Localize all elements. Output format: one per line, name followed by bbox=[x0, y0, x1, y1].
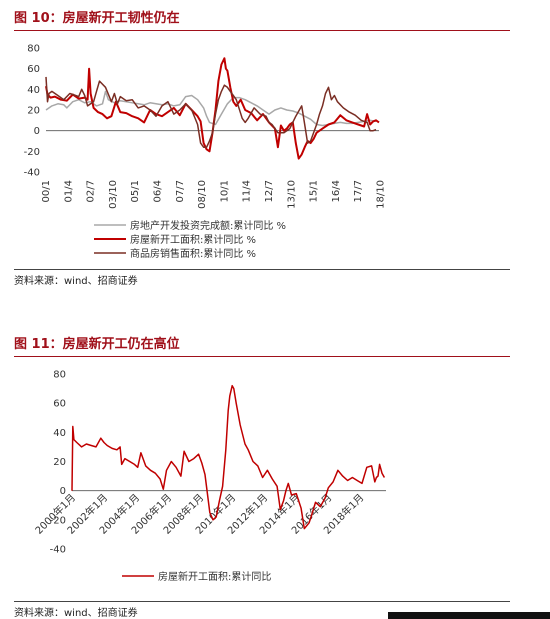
chart1-x-tick-14: 17/7 bbox=[353, 180, 364, 202]
chart1-series-2-line bbox=[45, 76, 377, 148]
chart1-svg: 80 60 40 20 0 -20 -40 00/1 01/4 02/7 03/10 05/1 06/… bbox=[24, 44, 387, 261]
figure2-source-rule bbox=[14, 601, 510, 602]
chart1-y-tick-3: 20 bbox=[27, 106, 40, 117]
chart1-legend-label-1: 房屋新开工面积:累计同比 % bbox=[130, 233, 256, 246]
page-corner-bar bbox=[388, 612, 550, 619]
chart1-x-axis: 00/1 01/4 02/7 03/10 05/1 06/4 07/7 08/10 10/1 11… bbox=[41, 130, 386, 209]
chart1-x-tick-3: 03/10 bbox=[108, 180, 119, 209]
chart1-legend-label-2: 商品房销售面积:累计同比 % bbox=[130, 247, 256, 260]
chart1-y-tick-1: 60 bbox=[27, 64, 40, 75]
chart1-y-tick-5: -20 bbox=[24, 147, 40, 158]
chart1-x-tick-6: 07/7 bbox=[175, 180, 186, 202]
chart1-x-tick-2: 02/7 bbox=[86, 180, 97, 202]
chart1-x-tick-12: 15/1 bbox=[309, 180, 320, 202]
chart1-x-tick-4: 05/1 bbox=[130, 180, 141, 202]
chart1-y-axis: 80 60 40 20 0 -20 -40 bbox=[24, 44, 40, 179]
chart2-y-tick-5: -20 bbox=[50, 515, 66, 526]
chart2-plot-area bbox=[71, 384, 386, 530]
chart1-y-tick-6: -40 bbox=[24, 168, 40, 179]
chart2-y-tick-4: 0 bbox=[60, 486, 66, 497]
figure1-title: 图 10：房屋新开工韧性仍在 bbox=[14, 11, 180, 26]
chart2-y-axis: 80 60 40 20 0 -20 -40 bbox=[50, 370, 66, 556]
figure2-title: 图 11：房屋新开工仍在高位 bbox=[14, 337, 180, 352]
chart1-legend-label-0: 房地产开发投资完成额:累计同比 % bbox=[130, 219, 286, 232]
chart2-y-tick-0: 80 bbox=[53, 370, 66, 381]
chart1-x-tick-8: 10/1 bbox=[219, 180, 230, 202]
figure1-source: 资料来源：wind、招商证券 bbox=[14, 276, 138, 287]
figure2-source: 资料来源：wind、招商证券 bbox=[14, 608, 138, 619]
chart1-y-tick-0: 80 bbox=[27, 44, 40, 55]
chart1-legend: 房地产开发投资完成额:累计同比 %房屋新开工面积:累计同比 %商品房销售面积:累… bbox=[94, 219, 286, 260]
chart1-y-tick-4: 0 bbox=[34, 126, 40, 137]
chart2-y-tick-6: -40 bbox=[50, 545, 66, 556]
chart2-series-0-line bbox=[71, 384, 386, 530]
chart1-x-tick-0: 00/1 bbox=[41, 180, 52, 202]
chart1-x-tick-1: 01/4 bbox=[63, 180, 74, 202]
chart2-legend: 房屋新开工面积:累计同比 bbox=[122, 570, 271, 583]
chart1-series-0-line bbox=[45, 90, 377, 127]
chart1-x-tick-13: 16/4 bbox=[331, 180, 342, 202]
chart1-x-tick-9: 11/4 bbox=[242, 180, 253, 202]
chart1-plot-area bbox=[45, 57, 380, 160]
figure1-title-rule bbox=[14, 30, 510, 31]
chart2-y-tick-1: 60 bbox=[53, 399, 66, 410]
chart1-x-tick-11: 13/10 bbox=[286, 180, 297, 209]
chart1-x-tick-10: 12/7 bbox=[264, 180, 275, 202]
chart1-y-tick-2: 40 bbox=[27, 85, 40, 96]
chart1-series-1-line bbox=[45, 57, 380, 160]
chart2-legend-label-0: 房屋新开工面积:累计同比 bbox=[158, 570, 271, 583]
chart1-x-tick-7: 08/10 bbox=[197, 180, 208, 209]
figure2-title-rule bbox=[14, 356, 510, 357]
chart1-x-tick-15: 18/10 bbox=[375, 180, 386, 209]
chart2-y-tick-3: 20 bbox=[53, 457, 66, 468]
figure1-source-rule bbox=[14, 269, 510, 270]
chart2-x-axis: 2000年1月2002年1月2004年1月2006年1月2008年1月2010年… bbox=[32, 490, 386, 537]
chart1-x-tick-5: 06/4 bbox=[152, 180, 163, 202]
chart2-y-tick-2: 40 bbox=[53, 428, 66, 439]
